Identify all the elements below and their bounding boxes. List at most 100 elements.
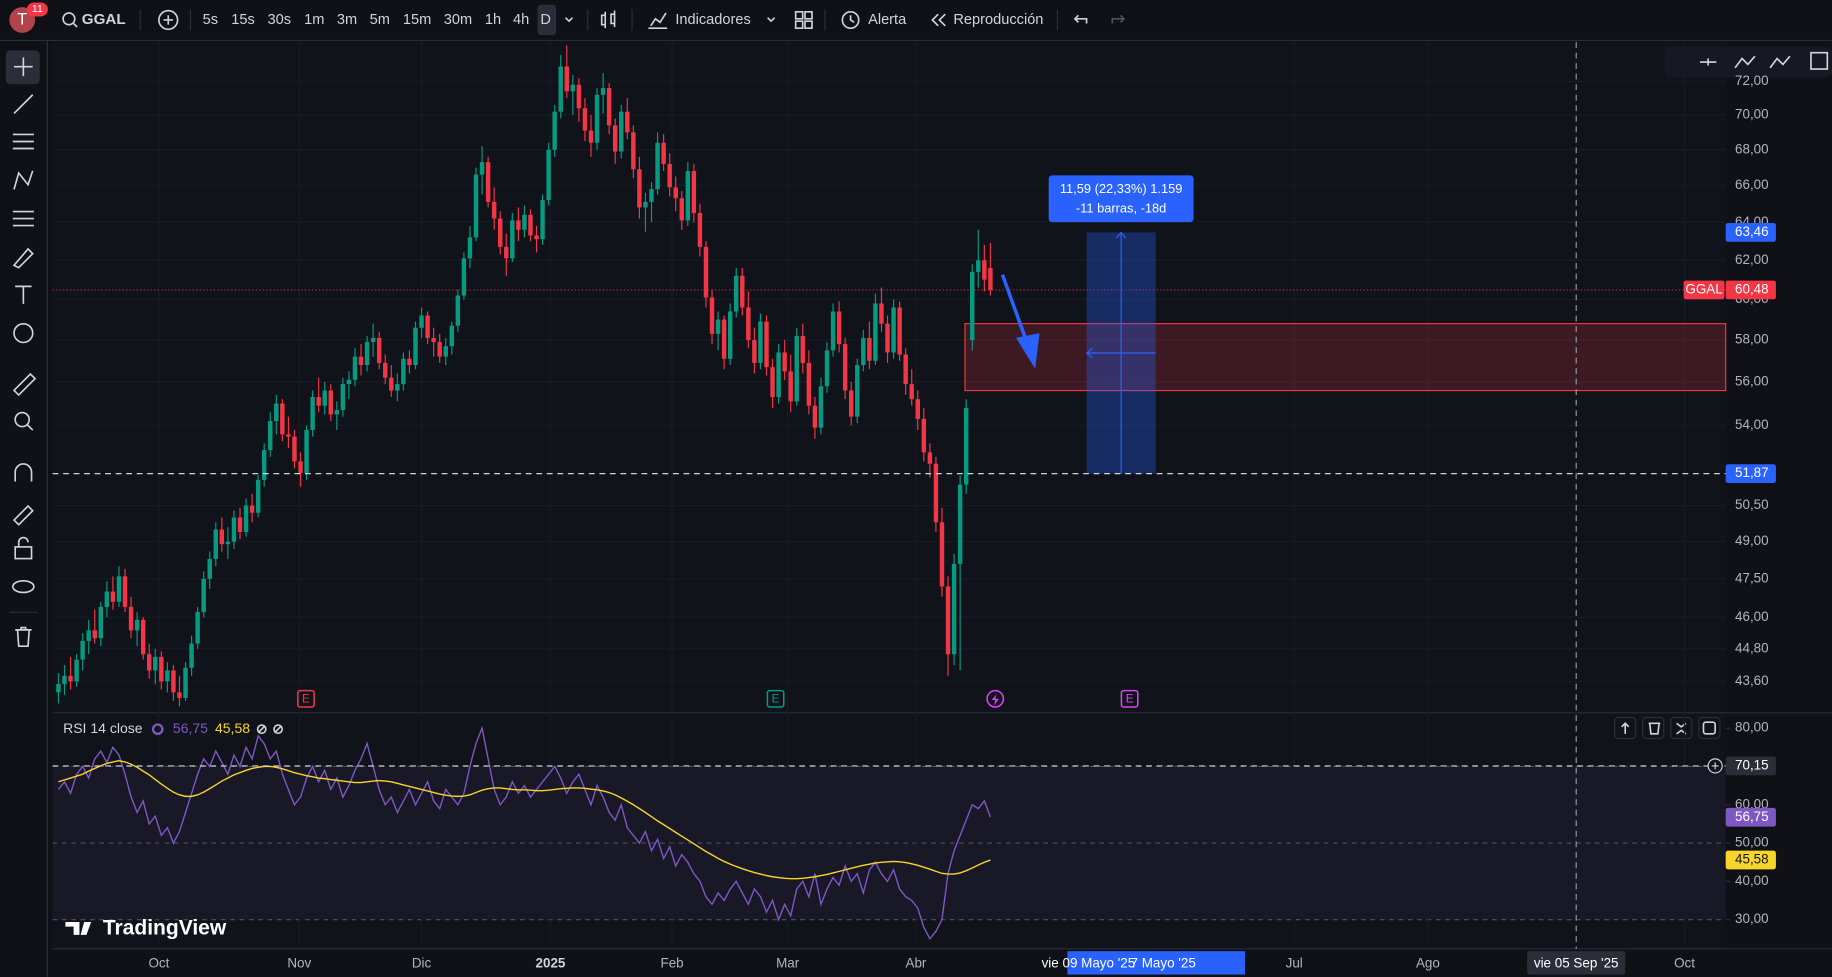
draw-mode[interactable]: [12, 504, 34, 526]
interval[interactable]: 15m: [403, 12, 431, 28]
interval[interactable]: 1h: [485, 12, 501, 28]
y-tick-label: 44,80: [1735, 640, 1769, 655]
pane-maximize[interactable]: [1698, 716, 1721, 740]
pane-collapse[interactable]: [1670, 716, 1693, 740]
alert-icon[interactable]: [841, 10, 860, 29]
x-tick-label: Abr: [906, 956, 927, 971]
pane-delete: [1648, 722, 1661, 735]
symbol[interactable]: GGAL: [82, 11, 126, 28]
trendline-tool[interactable]: [13, 94, 34, 115]
interval[interactable]: 30s: [267, 12, 291, 28]
candle-body: [685, 171, 691, 221]
watermark-text: TradingView: [103, 917, 227, 940]
candle-body: [237, 517, 243, 532]
candle-body: [425, 315, 430, 338]
last-price-tag: [1725, 280, 1776, 300]
zone: [964, 323, 1727, 392]
interval[interactable]: 3m: [337, 12, 357, 28]
candle-body: [824, 350, 830, 387]
candle-body: [231, 517, 237, 542]
candle-body: [431, 337, 436, 343]
interval[interactable]: D: [540, 12, 551, 28]
indicators-icon[interactable]: [648, 12, 668, 29]
candle-body: [709, 297, 715, 334]
pane-delete[interactable]: [1642, 716, 1665, 740]
interval[interactable]: 15s: [231, 12, 255, 28]
indicators[interactable]: Indicadores: [675, 12, 750, 28]
float-tool[interactable]: [1769, 55, 1791, 69]
lock-tool[interactable]: [14, 546, 33, 560]
rsi-tick-label: 50,00: [1735, 835, 1769, 850]
candle-body: [806, 362, 812, 406]
candle-body: [461, 258, 467, 296]
candle-body: [86, 630, 91, 641]
candle-body: [159, 656, 164, 682]
emoji-tool[interactable]: [13, 322, 34, 344]
candle-body: [879, 303, 884, 324]
candle-body: [153, 656, 158, 671]
y-tick-label: 46,00: [1735, 609, 1769, 624]
candle-body: [455, 295, 461, 326]
candle-body: [74, 659, 79, 682]
interval[interactable]: 1m: [304, 12, 324, 28]
candle-body: [370, 337, 376, 343]
candle-body: [976, 260, 981, 272]
zoom-tool[interactable]: [14, 411, 31, 428]
source-icon: [256, 724, 267, 735]
pattern-tool[interactable]: [13, 170, 34, 190]
interval[interactable]: 4h: [513, 12, 529, 28]
candle-body: [691, 171, 697, 213]
rsi-title: RSI 14 close: [63, 720, 143, 736]
y-tick-label: 54,00: [1735, 417, 1769, 432]
indicators-menu[interactable]: [767, 17, 776, 23]
interval-menu[interactable]: [564, 17, 574, 23]
event-marker: [1120, 689, 1139, 708]
replay-icon[interactable]: [931, 13, 946, 27]
candle-body: [219, 529, 225, 545]
candle-body: [752, 340, 757, 363]
projection-tool[interactable]: [12, 210, 34, 227]
float-tool[interactable]: [1699, 58, 1717, 66]
magnet-tool[interactable]: [14, 463, 33, 482]
alert[interactable]: Alerta: [868, 12, 907, 28]
replay[interactable]: Reproducción: [953, 12, 1043, 28]
templates[interactable]: [794, 10, 813, 29]
chart-type[interactable]: [600, 10, 616, 29]
symbol-tag-bg: [1683, 280, 1725, 300]
candle-body: [770, 367, 775, 398]
rsi-legend-value: 56,75: [173, 720, 208, 736]
fib-tool[interactable]: [12, 133, 34, 150]
redo[interactable]: [1111, 14, 1126, 24]
brush-tool[interactable]: [12, 247, 34, 269]
candle-body: [147, 654, 152, 671]
candle-body: [951, 563, 957, 655]
interval[interactable]: 5m: [370, 12, 390, 28]
interval[interactable]: 30m: [444, 12, 472, 28]
candle-body: [679, 198, 684, 221]
drawn-arrow: [1000, 274, 1040, 369]
candle-body: [171, 670, 176, 693]
rsi-last-tag: [1725, 807, 1776, 827]
text-tool[interactable]: [15, 285, 32, 304]
top-toolbar: T 11 GGAL Indicadores Alerta Reproducció…: [0, 0, 1832, 42]
candle-body: [395, 384, 400, 391]
delete-tool[interactable]: [15, 626, 32, 648]
float-tool[interactable]: [1810, 51, 1829, 70]
float-tool[interactable]: [1734, 55, 1756, 69]
candle-body: [268, 421, 273, 451]
candle-body: [140, 619, 146, 655]
interval[interactable]: 5s: [203, 12, 218, 28]
ruler-tool[interactable]: [12, 372, 37, 397]
measure-to-label: 63,46: [1735, 224, 1769, 239]
hide-tool[interactable]: [12, 579, 35, 594]
candle-body: [740, 275, 745, 308]
undo[interactable]: [1073, 14, 1088, 24]
pane-up[interactable]: [1614, 716, 1637, 740]
crosshair-tool[interactable]: [14, 57, 33, 77]
search-icon[interactable]: [62, 12, 76, 26]
measure-to-tag: [1725, 223, 1776, 242]
add-symbol[interactable]: [158, 9, 179, 31]
candle-body: [873, 303, 878, 361]
rsi-icon[interactable]: [151, 723, 164, 736]
